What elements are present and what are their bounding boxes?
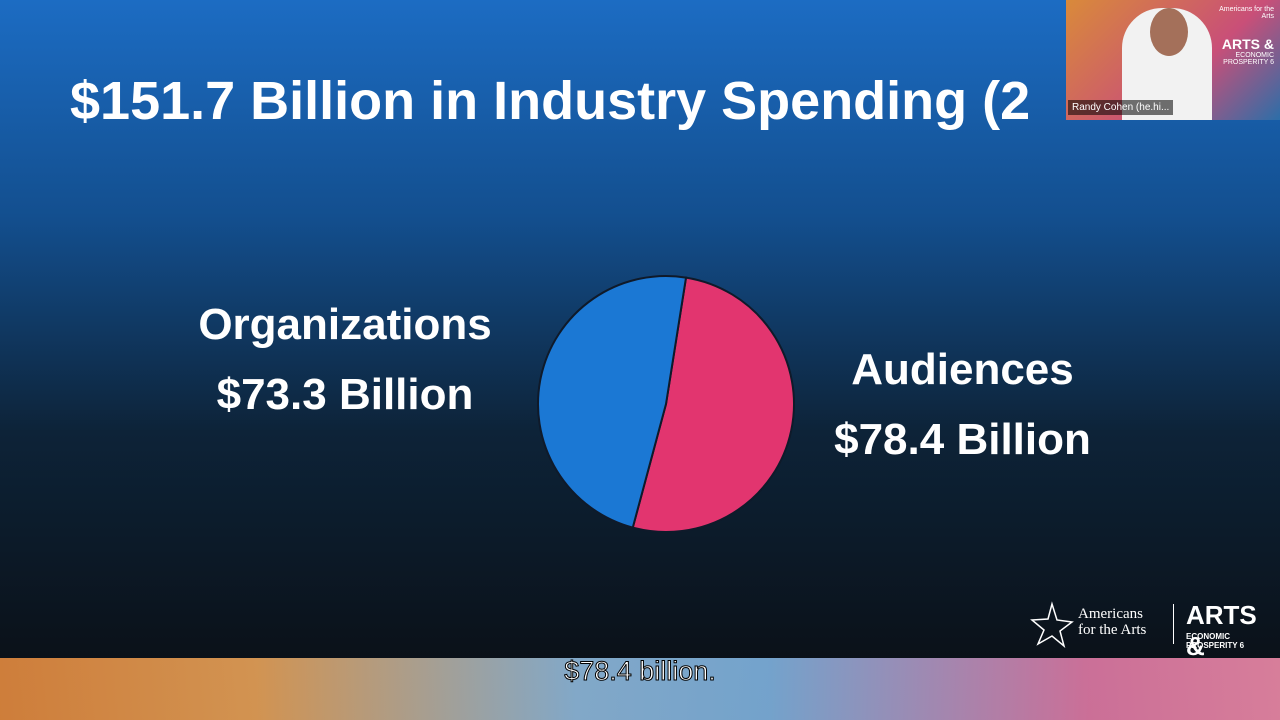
logo-subtitle: ECONOMIC PROSPERITY 6 [1186,632,1245,650]
separator [1173,604,1174,644]
value-label: $73.3 Billion [216,370,474,419]
video-logo-subtitle: ECONOMIC PROSPERITY 6 [1223,52,1274,66]
caption: $78.4 billion. [564,656,717,687]
person-head [1150,8,1188,56]
slice-label: Audiences $78.4 Billion [805,335,1120,475]
slice-label: Organizations $73.3 Billion [180,290,510,430]
value-label: $78.4 Billion [834,415,1091,464]
logo-org: Americans for the Arts [1078,606,1146,638]
footer-logo: Americans for the Arts ARTS & ECONOMIC PR… [1030,600,1270,661]
video-logo: Americans for the Arts ARTS & ECONOMIC P… [1214,6,1274,66]
decorative-banner [0,658,1280,720]
participant-name: Randy Cohen (he.hi... [1068,100,1174,115]
logo-org-line: Americans [1078,606,1143,622]
pie-slice [537,275,688,529]
video-logo-title: ARTS & [1221,36,1274,52]
category-label: Organizations [198,300,492,349]
logo-org-line: for the Arts [1078,622,1147,638]
category-label: Audiences [851,345,1074,394]
logo-title: ARTS & [1186,600,1257,661]
video-thumbnail[interactable]: Americans for the Arts ARTS & ECONOMIC P… [1066,0,1280,120]
slide-title: $151.7 Billion in Industry Spending (2 [70,71,1031,131]
star-icon [1030,601,1074,648]
video-logo-org: Americans for the Arts [1219,6,1274,20]
pie-slice [631,276,795,533]
